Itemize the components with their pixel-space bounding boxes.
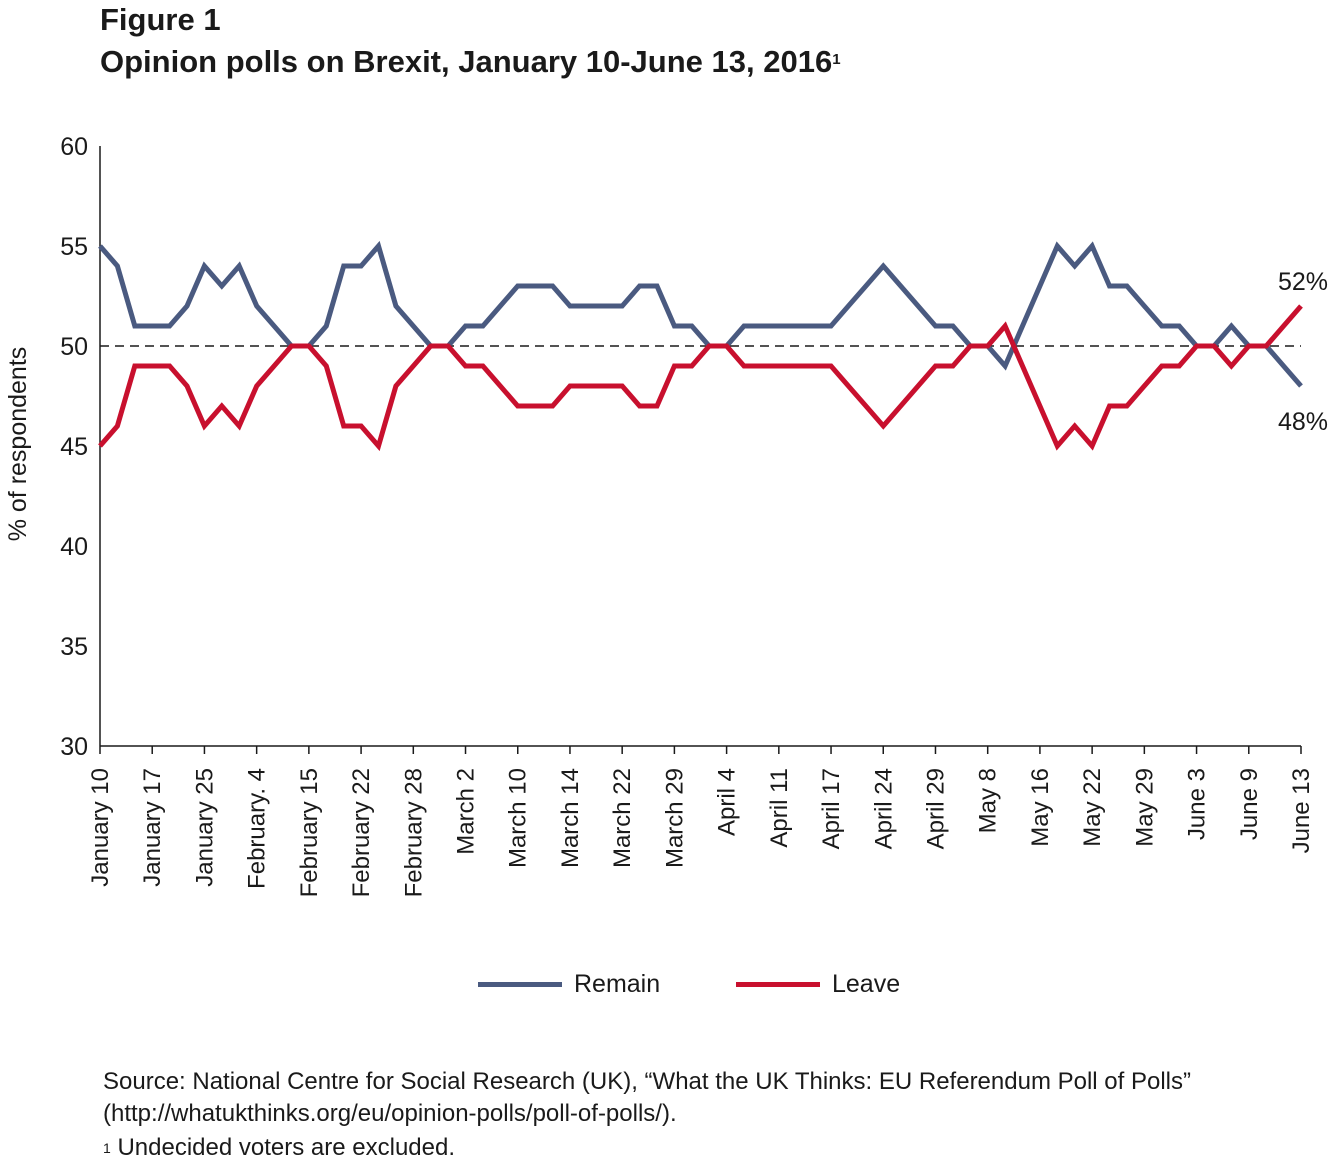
- legend: Remain Leave: [0, 962, 1329, 1006]
- x-tick-label: March 22: [609, 768, 636, 868]
- series-line-remain: [98, 240, 1303, 388]
- x-axis: January 10 January 17 January 25 February. …: [87, 745, 1315, 897]
- legend-swatch-remain: [478, 981, 562, 987]
- legend-swatch-leave: [736, 981, 820, 987]
- y-tick-label: 30: [60, 733, 88, 761]
- x-tick-label: February 15: [296, 768, 323, 897]
- title-note-marker: 1: [832, 51, 841, 68]
- legend-item-leave: Leave: [736, 962, 900, 1006]
- y-tick-label: 35: [60, 633, 88, 661]
- y-axis: 30 35 40 45 50 55 60 % of respondents: [4, 133, 101, 761]
- x-tick-label: February 28: [400, 768, 427, 897]
- y-axis-title: % of respondents: [4, 347, 32, 542]
- series-group: [98, 240, 1303, 452]
- x-tick-label: June 3: [1184, 768, 1211, 840]
- end-label-remain: 48%: [1278, 408, 1328, 436]
- x-tick-label: May 29: [1131, 768, 1158, 847]
- series-line-leave: [98, 304, 1303, 452]
- x-tick-label: June 13: [1288, 768, 1315, 853]
- end-labels: 48% 52%: [1278, 268, 1328, 436]
- x-tick-label: January 10: [87, 768, 114, 887]
- x-tick-label: April 4: [714, 768, 741, 836]
- x-tick-label: March 14: [557, 768, 584, 868]
- footnote-marker: 1: [103, 1140, 111, 1156]
- y-tick-label: 60: [60, 133, 88, 161]
- x-tick-label: May 16: [1027, 768, 1054, 847]
- y-tick-label: 55: [60, 233, 88, 261]
- legend-label-remain: Remain: [574, 969, 661, 998]
- x-tick-label: March 2: [453, 768, 480, 855]
- figure-title: Opinion polls on Brexit, January 10-June…: [100, 44, 841, 80]
- x-tick-label: May 8: [975, 768, 1002, 833]
- line-chart: 30 35 40 45 50 55 60 % of respondents January 1…: [4, 133, 1328, 897]
- x-tick-label: March 29: [661, 768, 688, 868]
- figure-label: Figure 1: [100, 2, 221, 37]
- footnote-text: Undecided voters are excluded.: [110, 1134, 455, 1161]
- x-tick-label: March 10: [505, 768, 532, 868]
- legend-label-leave: Leave: [832, 969, 901, 998]
- x-tick-label: January 17: [139, 768, 166, 887]
- x-tick-label: June 9: [1236, 768, 1263, 840]
- y-tick-label: 40: [60, 533, 88, 561]
- figure-title-text: Opinion polls on Brexit, January 10-June…: [100, 44, 833, 79]
- footnote: 1 Undecided voters are excluded.: [103, 1132, 455, 1164]
- x-tick-label: April 11: [766, 768, 793, 848]
- x-tick-label: February. 4: [244, 768, 271, 889]
- legend-item-remain: Remain: [478, 962, 660, 1006]
- x-tick-label: April 29: [922, 768, 949, 849]
- x-tick-label: February 22: [348, 768, 375, 897]
- y-tick-label: 45: [60, 433, 88, 461]
- y-tick-label: 50: [60, 333, 88, 361]
- source-note: Source: National Centre for Social Resea…: [103, 1068, 1191, 1127]
- x-tick-label: April 17: [818, 768, 845, 849]
- x-tick-label: April 24: [870, 768, 897, 849]
- end-label-leave: 52%: [1278, 268, 1328, 296]
- x-tick-label: January 25: [191, 768, 218, 887]
- x-tick-label: May 22: [1079, 768, 1106, 847]
